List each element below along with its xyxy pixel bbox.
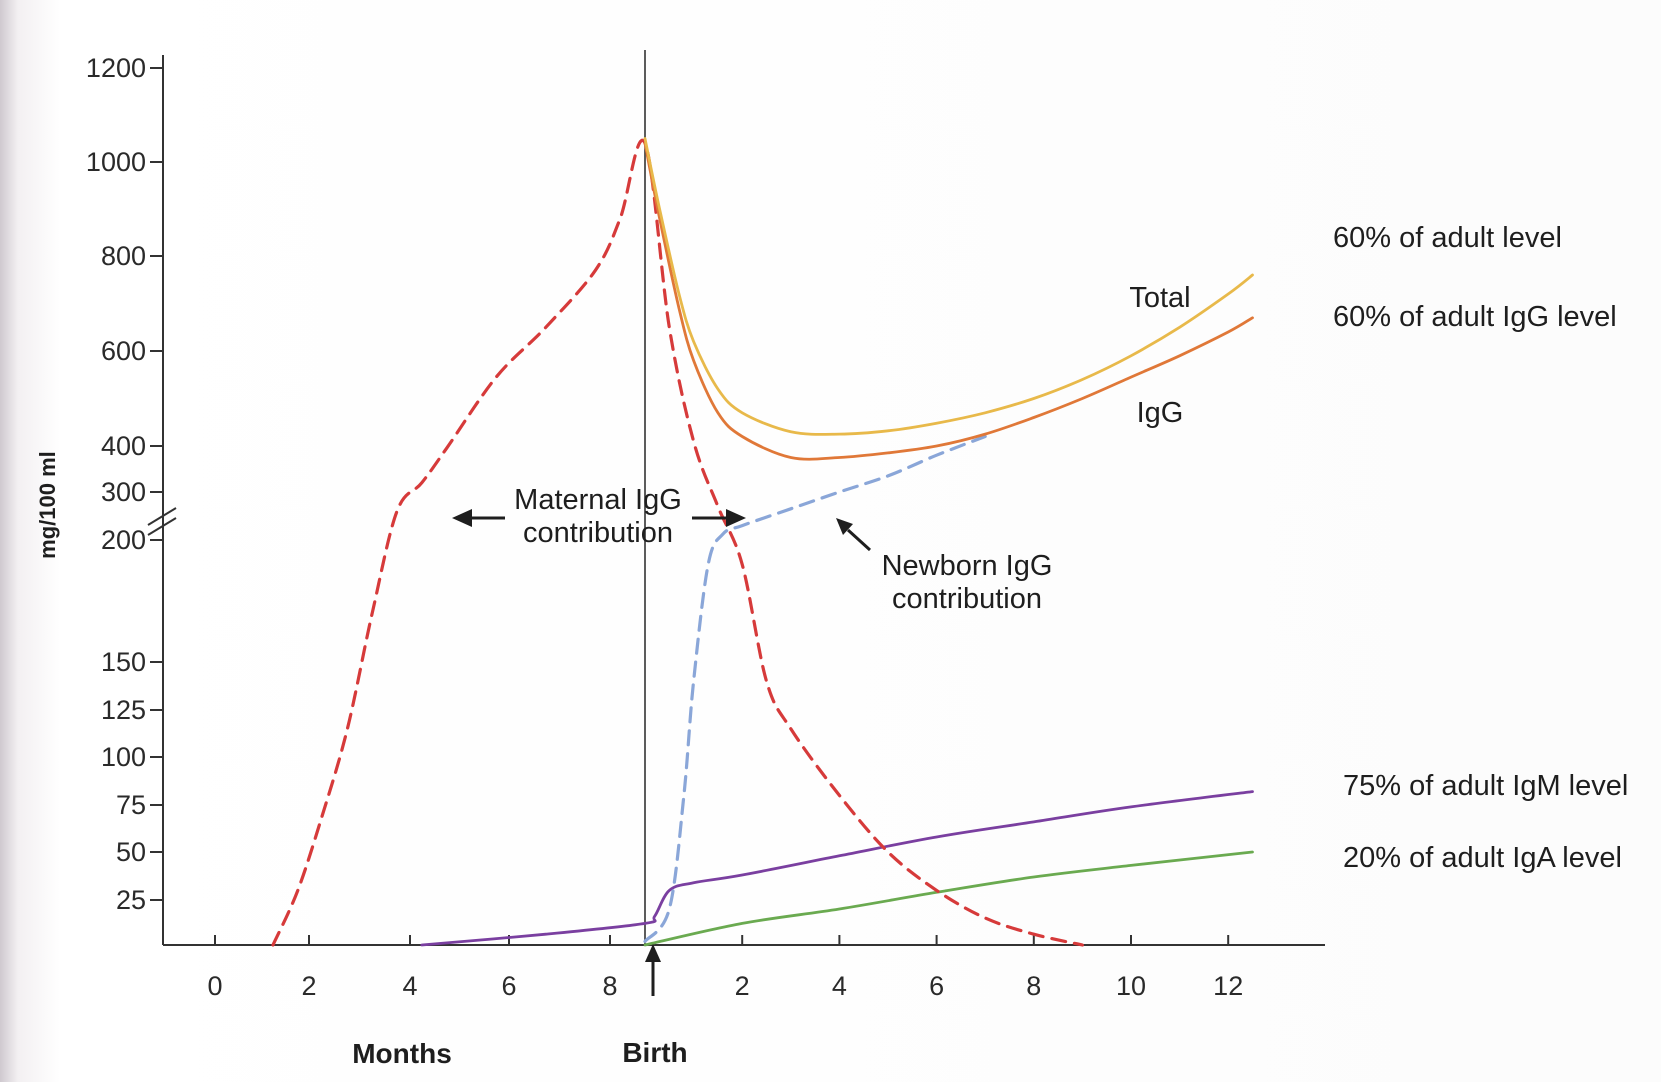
label-maternal-2: contribution [523,517,673,549]
y-tick-label: 50 [116,837,146,867]
series-line-igg [643,141,1254,461]
series-line-newborn-igg-contribution [643,434,987,943]
x-tick-label-postnatal: 4 [832,971,847,1001]
series-lines [271,137,1254,947]
label-maternal-1: Maternal IgG [514,484,682,516]
x-tick-label-postnatal: 10 [1116,971,1146,1001]
y-tick-label: 600 [101,336,146,366]
annotation-iga: 20% of adult IgA level [1343,842,1622,874]
x-tick-label-postnatal: 8 [1026,971,1041,1001]
label-newborn-2: contribution [892,583,1042,615]
x-axis-title-months: Months [352,1038,452,1069]
series-line-total [643,137,1254,436]
y-tick-label: 1000 [86,147,146,177]
x-axis-title-birth: Birth [622,1037,687,1068]
x-tick-label-prenatal: 6 [501,971,516,1001]
axis-break-upper [147,507,177,526]
label-newborn-1: Newborn IgG [882,550,1053,582]
y-tick-label: 75 [116,790,146,820]
label-total: Total [1129,282,1190,314]
series-line-igm [420,790,1254,947]
y-tick-label: 400 [101,431,146,461]
y-tick-label: 800 [101,241,146,271]
x-tick-label-prenatal: 8 [602,971,617,1001]
x-ticks: 0 2 4 6 8 2 4 6 8 10 12 [207,935,1243,1001]
axis-break-lower [147,517,177,536]
series-line-maternal-igg-contribution [271,138,1084,947]
y-tick-label: 125 [101,695,146,725]
annotation-total: 60% of adult level [1333,222,1562,254]
newborn-arrow-icon [836,518,872,552]
maternal-left-arrow-icon [452,509,505,527]
x-tick-label-prenatal: 0 [207,971,222,1001]
birth-arrow-icon [645,944,661,996]
annotation-igg: 60% of adult IgG level [1333,301,1617,333]
x-tick-label-postnatal: 6 [929,971,944,1001]
y-tick-label: 300 [101,477,146,507]
annotation-igm: 75% of adult IgM level [1343,770,1628,802]
y-tick-label: 100 [101,742,146,772]
x-tick-label-postnatal: 2 [735,971,750,1001]
y-tick-label: 1200 [86,53,146,83]
x-tick-label-prenatal: 4 [402,971,417,1001]
y-tick-label: 25 [116,885,146,915]
x-tick-label-postnatal: 12 [1213,971,1243,1001]
x-tick-label-prenatal: 2 [301,971,316,1001]
y-axis-title: mg/100 ml [35,451,60,559]
label-igg: IgG [1137,397,1184,429]
y-ticks: 1200 1000 800 600 400 300 200 150 125 100 75 50 25 [86,53,163,915]
maternal-right-arrow-icon [692,509,746,527]
y-tick-label: 150 [101,647,146,677]
y-tick-label: 200 [101,525,146,555]
